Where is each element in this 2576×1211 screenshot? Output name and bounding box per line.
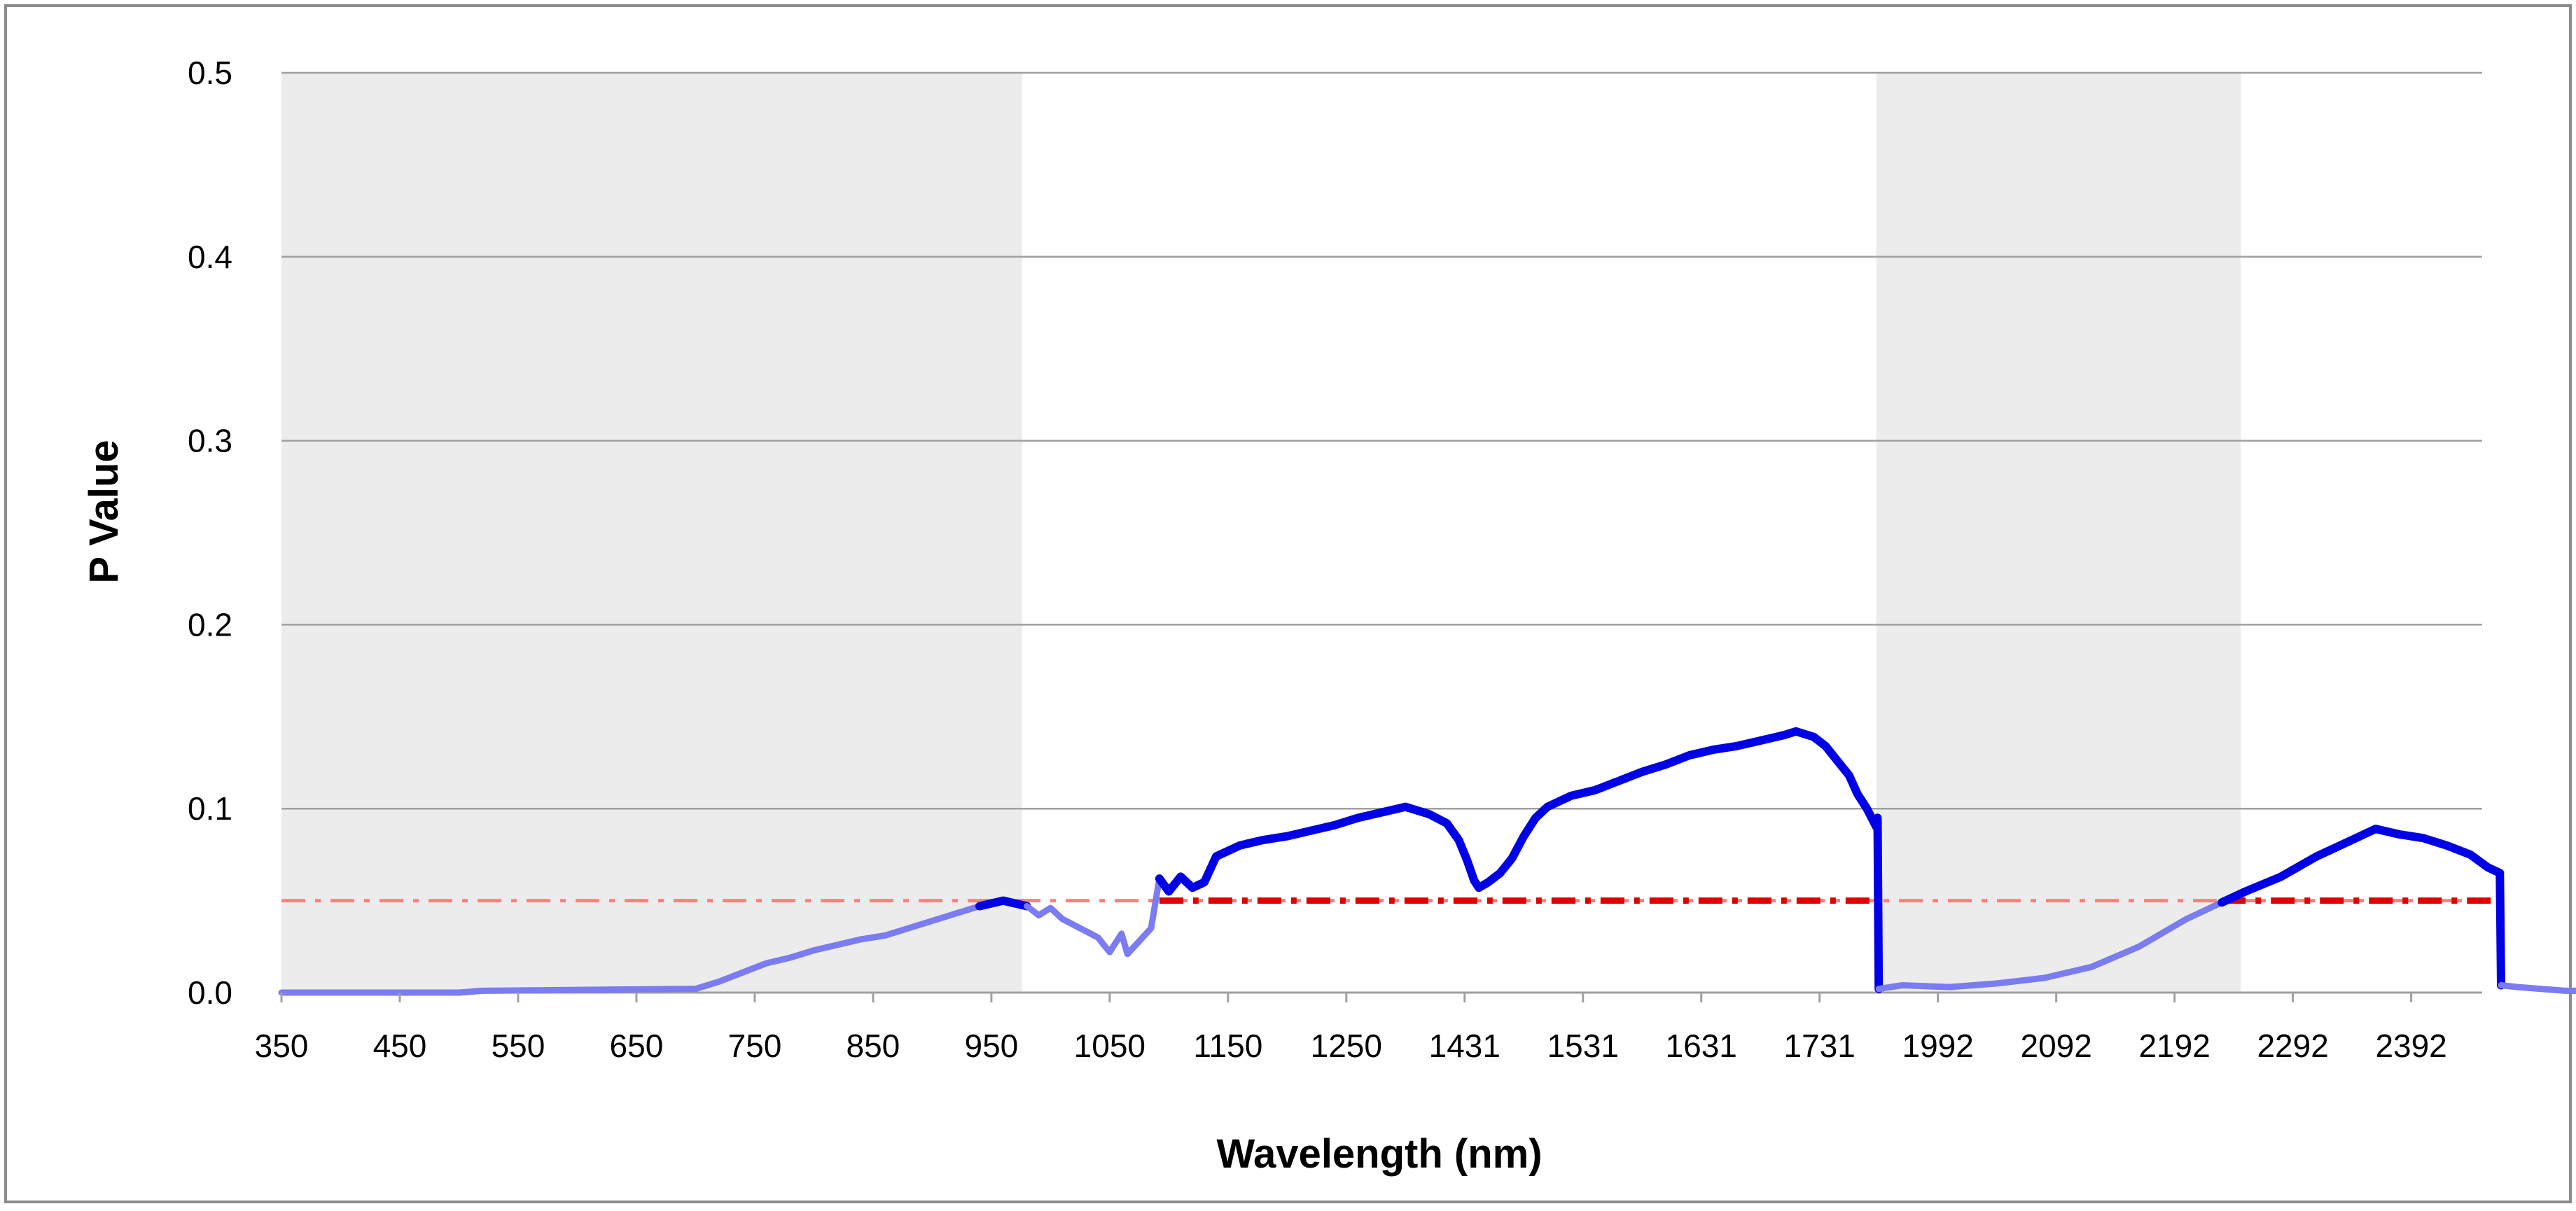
x-tick-label: 1731 [1784, 1028, 1856, 1064]
x-axis-ticks: 350 450 550 650 750 850 950 1050 1150 1250 1431 153… [255, 993, 2447, 1064]
series-line-not-significant [1875, 899, 2225, 993]
series-line-significant [1155, 727, 1884, 993]
shaded-band-1 [281, 73, 1022, 993]
y-tick-label: 0.5 [188, 55, 232, 91]
x-tick-label: 1631 [1666, 1028, 1737, 1064]
y-tick-label: 0.2 [188, 606, 232, 643]
x-tick-label: 550 [492, 1028, 545, 1064]
data-series [278, 727, 2576, 996]
y-tick-label: 0.1 [188, 790, 232, 827]
series-line-not-significant [1024, 875, 1163, 958]
x-tick-label: 2292 [2257, 1028, 2328, 1064]
y-axis-title: P Value [81, 440, 127, 583]
x-tick-label: 350 [255, 1028, 309, 1064]
x-tick-label: 1050 [1074, 1028, 1146, 1064]
y-tick-label: 0.4 [188, 239, 232, 275]
x-tick-label: 1250 [1311, 1028, 1382, 1064]
x-tick-label: 2392 [2375, 1028, 2446, 1064]
x-tick-label: 1992 [1902, 1028, 1974, 1064]
series-line-significant [975, 896, 1031, 911]
x-axis-title: Wavelength (nm) [1216, 1131, 1542, 1177]
x-tick-label: 1531 [1547, 1028, 1619, 1064]
x-tick-label: 2192 [2138, 1028, 2210, 1064]
x-tick-label: 650 [610, 1028, 664, 1064]
shaded-band-2 [1876, 73, 2241, 993]
x-tick-label: 850 [847, 1028, 900, 1064]
series-line-significant [2218, 825, 2505, 990]
x-tick-label: 1150 [1193, 1028, 1262, 1064]
x-tick-label: 750 [728, 1028, 782, 1064]
x-tick-label: 2092 [2021, 1028, 2092, 1064]
shaded-bands [281, 73, 2241, 993]
series-line-not-significant [278, 903, 983, 996]
y-axis-ticks: 0.0 0.1 0.2 0.3 0.4 0.5 [188, 55, 232, 1011]
x-tick-label: 1431 [1429, 1028, 1501, 1064]
y-tick-label: 0.0 [188, 974, 232, 1011]
y-tick-label: 0.3 [188, 423, 232, 459]
x-tick-label: 450 [373, 1028, 427, 1064]
x-tick-label: 950 [964, 1028, 1018, 1064]
series-line-not-significant [2498, 982, 2576, 994]
